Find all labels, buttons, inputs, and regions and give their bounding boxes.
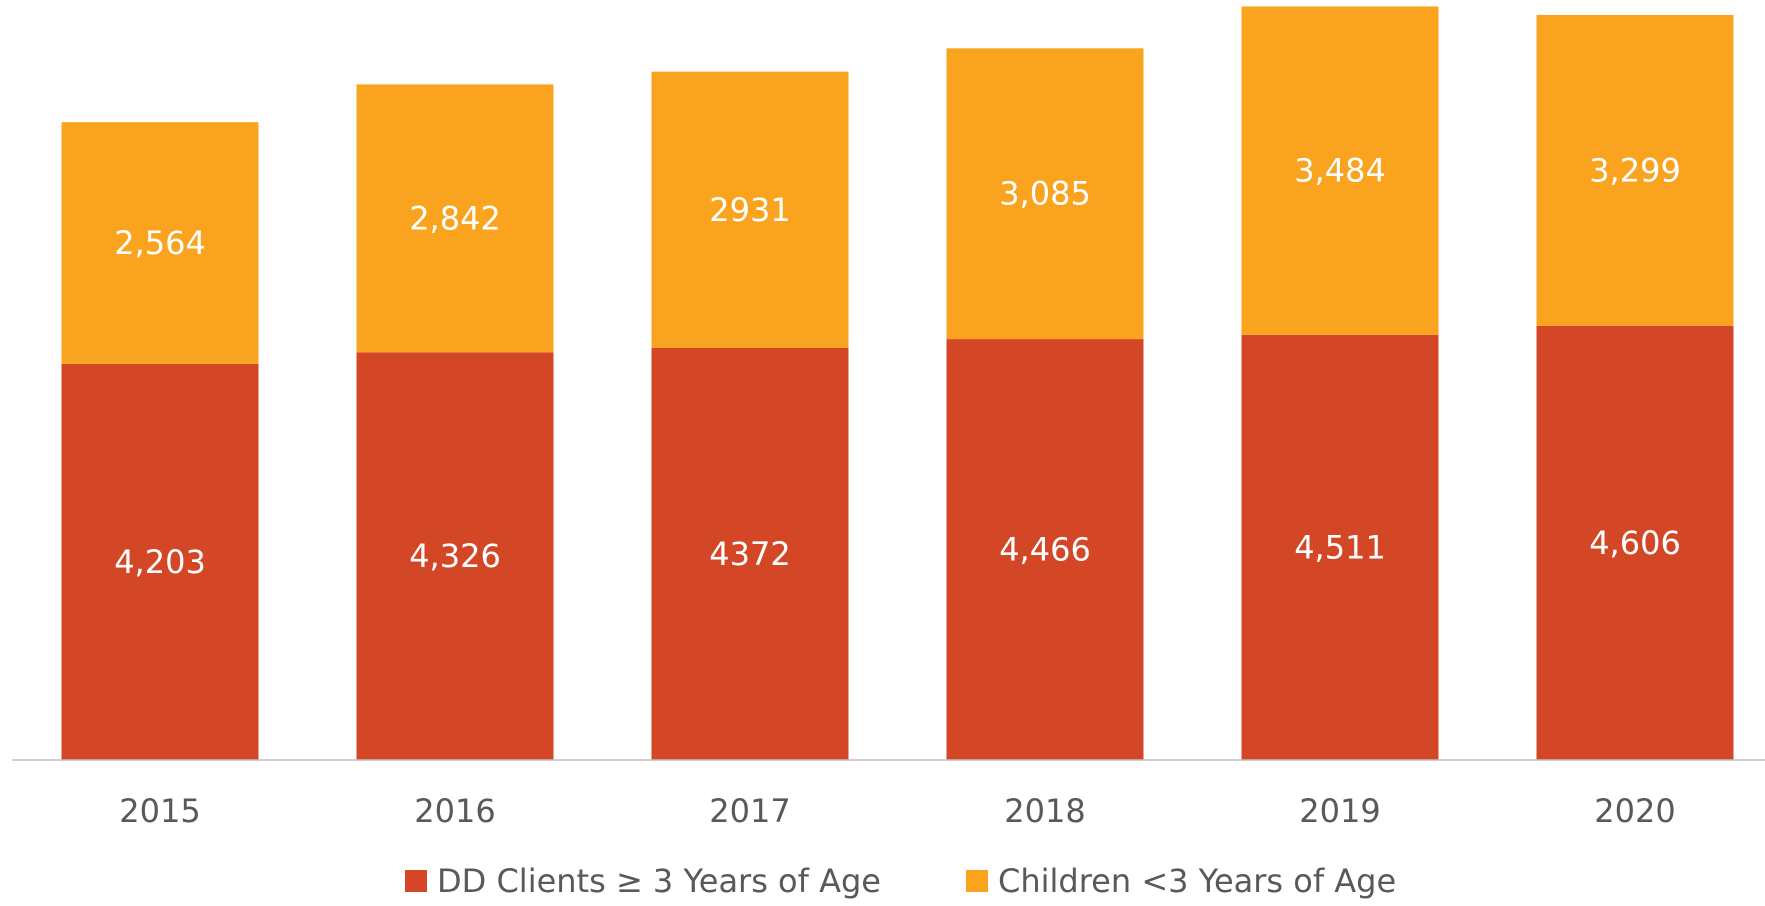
x-tick-label: 2018 xyxy=(1004,792,1085,830)
value-label: 2,842 xyxy=(409,199,501,237)
value-label: 2931 xyxy=(709,191,790,229)
value-label: 4,203 xyxy=(114,543,206,581)
value-label: 4,606 xyxy=(1589,524,1681,562)
value-label: 4,466 xyxy=(999,531,1091,569)
value-label: 4,511 xyxy=(1294,528,1386,566)
legend-swatch xyxy=(966,870,988,892)
bar-segment xyxy=(1241,334,1439,760)
x-tick-label: 2016 xyxy=(414,792,495,830)
bar-segment xyxy=(61,363,259,760)
bar-segment xyxy=(356,352,554,760)
bar-segment xyxy=(1241,6,1439,335)
x-tick-label: 2019 xyxy=(1299,792,1380,830)
bar-segment xyxy=(1536,325,1734,760)
bar-segment xyxy=(946,48,1144,340)
value-label: 4,326 xyxy=(409,537,501,575)
bar-segment xyxy=(1536,14,1734,326)
bar-segment xyxy=(651,71,849,348)
legend-label: Children <3 Years of Age xyxy=(998,862,1396,900)
bar-segment xyxy=(356,84,554,353)
legend-label: DD Clients ≥ 3 Years of Age xyxy=(437,862,881,900)
value-label: 3,484 xyxy=(1294,152,1386,190)
x-tick-label: 2015 xyxy=(119,792,200,830)
x-tick-label: 2017 xyxy=(709,792,790,830)
value-label: 4372 xyxy=(709,535,790,573)
x-tick-label: 2020 xyxy=(1594,792,1675,830)
bar-segment xyxy=(946,339,1144,760)
value-label: 3,085 xyxy=(999,175,1091,213)
value-label: 3,299 xyxy=(1589,151,1681,189)
value-label: 2,564 xyxy=(114,224,206,262)
bar-segment xyxy=(61,122,259,364)
legend-swatch xyxy=(405,870,427,892)
bar-segment xyxy=(651,347,849,760)
